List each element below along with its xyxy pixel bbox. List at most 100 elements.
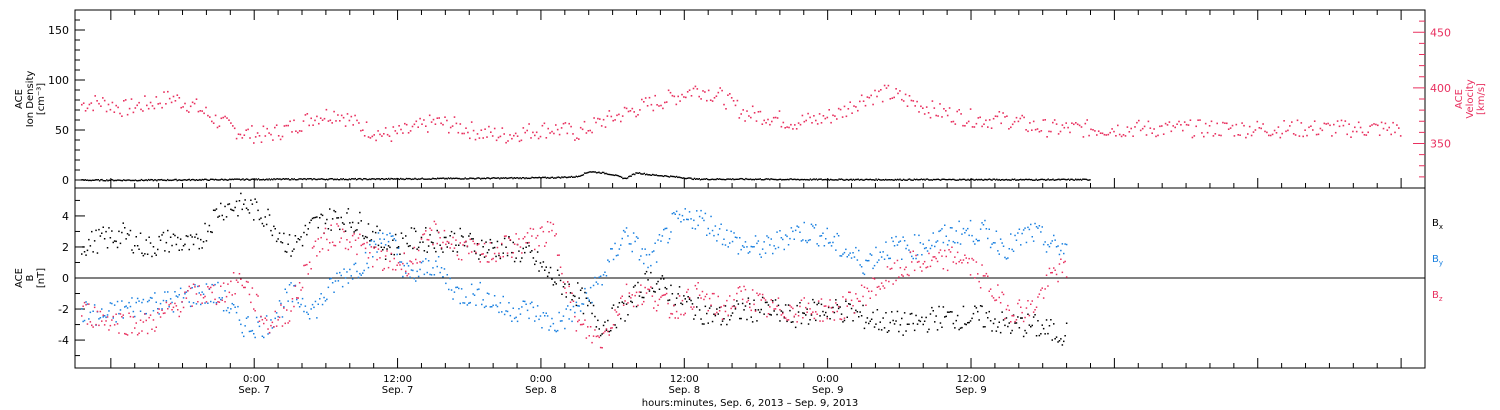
density-point bbox=[248, 179, 250, 181]
density-point bbox=[143, 179, 145, 182]
velocity-point bbox=[493, 127, 496, 130]
velocity-point bbox=[1015, 116, 1018, 119]
by-point bbox=[896, 244, 899, 246]
by-point bbox=[574, 311, 576, 314]
bx-point bbox=[432, 242, 434, 244]
density-point bbox=[1045, 179, 1047, 181]
bx-point bbox=[981, 305, 983, 308]
bx-point bbox=[184, 243, 186, 246]
bx-point bbox=[962, 305, 965, 308]
bz-point bbox=[383, 267, 385, 270]
bx-point bbox=[1007, 325, 1009, 328]
bx-point bbox=[934, 321, 936, 323]
bz-point bbox=[359, 233, 361, 236]
bx-point bbox=[982, 326, 985, 328]
by-point bbox=[135, 301, 137, 304]
velocity-point bbox=[226, 117, 228, 119]
density-point bbox=[297, 178, 299, 181]
bz-point bbox=[776, 305, 778, 307]
bz-point bbox=[638, 291, 641, 293]
velocity-point bbox=[358, 122, 360, 124]
density-point bbox=[630, 175, 632, 177]
bx-point bbox=[919, 320, 922, 323]
bx-point bbox=[729, 319, 731, 321]
by-point bbox=[675, 210, 678, 213]
by-point bbox=[191, 287, 193, 289]
velocity-point bbox=[545, 137, 548, 139]
velocity-point bbox=[1193, 135, 1196, 137]
velocity-point bbox=[314, 119, 316, 122]
velocity-point bbox=[1128, 131, 1131, 133]
density-point bbox=[491, 177, 494, 179]
bx-point bbox=[602, 324, 605, 327]
velocity-point bbox=[1002, 112, 1004, 114]
density-point bbox=[382, 178, 384, 180]
bz-point bbox=[498, 252, 500, 255]
by-point bbox=[1024, 227, 1026, 229]
time-tick-label: Sep. 7 bbox=[238, 385, 270, 396]
density-point bbox=[1043, 178, 1046, 181]
bz-point bbox=[172, 306, 175, 309]
by-point bbox=[921, 254, 923, 256]
by-point bbox=[347, 282, 350, 284]
bx-point bbox=[753, 299, 755, 301]
bx-point bbox=[720, 323, 722, 326]
density-point bbox=[419, 178, 421, 180]
density-point bbox=[125, 179, 127, 182]
density-point bbox=[1048, 179, 1051, 181]
by-point bbox=[562, 315, 565, 317]
bx-point bbox=[1002, 319, 1005, 321]
density-point bbox=[200, 179, 202, 181]
density-point bbox=[591, 171, 593, 173]
bx-point bbox=[618, 302, 621, 304]
velocity-point bbox=[501, 127, 504, 129]
bz-point bbox=[546, 221, 549, 223]
density-point bbox=[239, 179, 242, 181]
density-point bbox=[371, 178, 373, 180]
density-point bbox=[158, 179, 160, 181]
bz-point bbox=[350, 246, 352, 248]
bx-point bbox=[258, 218, 261, 221]
bz-point bbox=[714, 313, 717, 315]
bz-point bbox=[323, 232, 325, 235]
density-point bbox=[724, 179, 727, 181]
velocity-point bbox=[1180, 124, 1182, 126]
bx-point bbox=[416, 248, 418, 250]
bz-point bbox=[255, 293, 258, 296]
bz-point bbox=[191, 305, 193, 307]
bz-point bbox=[218, 301, 221, 303]
bx-point bbox=[341, 222, 344, 224]
density-point bbox=[480, 178, 482, 180]
by-point bbox=[964, 232, 966, 234]
bz-point bbox=[763, 297, 765, 300]
bz-point bbox=[377, 248, 380, 250]
bz-point bbox=[234, 293, 236, 295]
velocity-point bbox=[843, 105, 846, 108]
density-point bbox=[732, 178, 734, 180]
density-point bbox=[990, 179, 992, 181]
density-point bbox=[1088, 179, 1090, 181]
velocity-point bbox=[405, 123, 408, 126]
bz-point bbox=[419, 261, 421, 263]
velocity-point bbox=[186, 109, 188, 112]
velocity-point bbox=[1138, 119, 1140, 122]
by-point bbox=[386, 234, 388, 236]
density-point bbox=[842, 178, 844, 181]
velocity-point bbox=[224, 115, 226, 118]
bx-point bbox=[149, 242, 152, 244]
density-point bbox=[411, 178, 414, 180]
density-point bbox=[305, 178, 307, 181]
by-point bbox=[991, 243, 993, 245]
by-point bbox=[878, 259, 880, 261]
by-point bbox=[599, 275, 602, 277]
bz-point bbox=[1004, 317, 1006, 320]
density-point bbox=[1079, 178, 1082, 181]
bx-point bbox=[319, 217, 321, 219]
bx-point bbox=[102, 226, 104, 228]
bx-point bbox=[620, 317, 622, 320]
bz-point bbox=[251, 287, 254, 289]
by-point bbox=[524, 300, 526, 303]
bx-point bbox=[277, 238, 279, 240]
density-point bbox=[502, 177, 505, 179]
by-point bbox=[1010, 233, 1012, 235]
